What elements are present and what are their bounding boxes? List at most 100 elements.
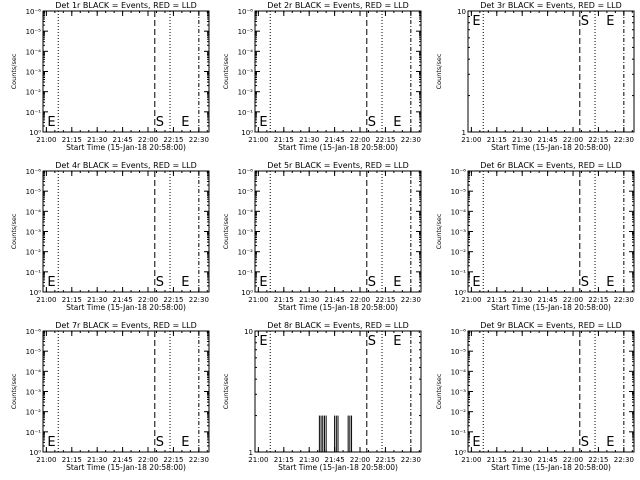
y-tick-label: 10⁻⁴ bbox=[238, 48, 254, 56]
event-marker-e: E bbox=[47, 115, 55, 130]
y-tick-label: 10⁰ bbox=[29, 289, 41, 297]
x-tick-label: 22:00 bbox=[350, 136, 370, 144]
event-marker-s: S bbox=[156, 115, 164, 130]
event-marker-s: S bbox=[581, 275, 589, 290]
x-axis-label: Start Time (15-Jan-18 20:58:00) bbox=[278, 143, 398, 152]
y-tick-label: 10⁻² bbox=[26, 89, 42, 97]
y-tick-label: 10⁻² bbox=[238, 249, 254, 257]
x-axis-label: Start Time (15-Jan-18 20:58:00) bbox=[491, 463, 611, 472]
x-tick-label: 22:30 bbox=[614, 136, 634, 144]
x-tick-label: 21:15 bbox=[487, 296, 507, 304]
x-axis-label: Start Time (15-Jan-18 20:58:00) bbox=[278, 463, 398, 472]
x-tick-label: 21:30 bbox=[512, 456, 532, 464]
y-tick-label: 10⁻⁵ bbox=[26, 348, 42, 356]
x-tick-label: 22:00 bbox=[138, 136, 158, 144]
chart-panel-9: Det 9r BLACK = Events, RED = LLD 10⁰ 10⁻¹ 1… bbox=[435, 321, 635, 472]
plot-frame bbox=[42, 170, 210, 293]
y-tick-label: 10 bbox=[457, 8, 466, 16]
chart-panel-1: Det 1r BLACK = Events, RED = LLD 10⁰ 10⁻¹ 1… bbox=[10, 1, 210, 152]
x-tick-label: 22:00 bbox=[350, 296, 370, 304]
x-tick-label: 21:15 bbox=[62, 136, 82, 144]
x-axis-label: Start Time (15-Jan-18 20:58:00) bbox=[66, 463, 186, 472]
x-tick-label: 22:30 bbox=[614, 296, 634, 304]
y-axis-label: Counts/sec bbox=[435, 213, 443, 249]
x-axis-label: Start Time (15-Jan-18 20:58:00) bbox=[66, 143, 186, 152]
y-tick-label: 10⁻² bbox=[26, 409, 42, 417]
event-marker-s: S bbox=[156, 275, 164, 290]
event-marker-s: S bbox=[581, 14, 589, 29]
y-tick-label: 10⁻⁶ bbox=[26, 328, 42, 336]
event-marker-s: S bbox=[368, 115, 376, 130]
y-tick-label: 10⁻⁵ bbox=[238, 188, 254, 196]
y-tick-label: 10⁻³ bbox=[26, 389, 42, 397]
chart-panel-7: Det 7r BLACK = Events, RED = LLD 10⁰ 10⁻¹ 1… bbox=[10, 321, 210, 472]
y-axis-label: Counts/sec bbox=[435, 53, 443, 89]
chart-title: Det 6r BLACK = Events, RED = LLD bbox=[480, 161, 622, 170]
event-marker-e: E bbox=[393, 334, 401, 349]
y-tick-label: 10 bbox=[244, 328, 253, 336]
x-axis-label: Start Time (15-Jan-18 20:58:00) bbox=[491, 143, 611, 152]
x-tick-label: 21:15 bbox=[62, 456, 82, 464]
y-tick-label: 10⁻¹ bbox=[26, 429, 42, 437]
x-axis-label: Start Time (15-Jan-18 20:58:00) bbox=[278, 303, 398, 312]
y-tick-label: 10⁻⁴ bbox=[26, 208, 42, 216]
event-marker-e: E bbox=[472, 14, 480, 29]
x-tick-label: 21:00 bbox=[461, 456, 481, 464]
x-tick-label: 21:45 bbox=[325, 136, 345, 144]
x-tick-label: 21:00 bbox=[36, 456, 56, 464]
x-tick-label: 22:30 bbox=[614, 456, 634, 464]
event-marker-e: E bbox=[181, 435, 189, 450]
x-tick-label: 21:15 bbox=[487, 456, 507, 464]
y-tick-label: 1 bbox=[462, 129, 466, 137]
y-tick-label: 10⁻⁴ bbox=[451, 368, 467, 376]
x-tick-label: 22:15 bbox=[163, 136, 183, 144]
x-tick-label: 21:45 bbox=[113, 136, 133, 144]
event-marker-e: E bbox=[606, 435, 614, 450]
plot-frame bbox=[42, 330, 210, 453]
chart-panel-4: Det 4r BLACK = Events, RED = LLD 10⁰ 10⁻¹ 1… bbox=[10, 161, 210, 312]
y-tick-label: 10⁰ bbox=[29, 449, 41, 457]
y-tick-label: 10⁻⁵ bbox=[451, 188, 467, 196]
x-tick-label: 22:15 bbox=[375, 296, 395, 304]
x-tick-label: 22:00 bbox=[563, 296, 583, 304]
chart-title: Det 1r BLACK = Events, RED = LLD bbox=[55, 1, 197, 10]
x-tick-label: 21:45 bbox=[538, 296, 558, 304]
plot-frame bbox=[467, 170, 635, 293]
x-tick-label: 22:15 bbox=[588, 456, 608, 464]
y-axis-label: Counts/sec bbox=[435, 373, 443, 409]
event-marker-e: E bbox=[393, 275, 401, 290]
x-tick-label: 21:00 bbox=[36, 136, 56, 144]
x-tick-label: 22:00 bbox=[350, 456, 370, 464]
x-tick-label: 22:15 bbox=[163, 456, 183, 464]
y-tick-label: 10⁻¹ bbox=[238, 269, 254, 277]
event-marker-e: E bbox=[47, 275, 55, 290]
y-tick-label: 10⁻⁵ bbox=[26, 188, 42, 196]
chart-title: Det 7r BLACK = Events, RED = LLD bbox=[55, 321, 197, 330]
y-tick-label: 10⁻¹ bbox=[451, 429, 467, 437]
y-tick-label: 10⁰ bbox=[454, 289, 466, 297]
x-tick-label: 21:30 bbox=[87, 296, 107, 304]
x-tick-label: 21:30 bbox=[299, 456, 319, 464]
x-tick-label: 21:00 bbox=[248, 456, 268, 464]
x-tick-label: 22:30 bbox=[401, 296, 421, 304]
y-axis-label: Counts/sec bbox=[10, 213, 18, 249]
y-tick-label: 10⁻² bbox=[238, 89, 254, 97]
chart-title: Det 2r BLACK = Events, RED = LLD bbox=[267, 1, 409, 10]
y-tick-label: 10⁰ bbox=[241, 129, 253, 137]
x-tick-label: 21:00 bbox=[248, 296, 268, 304]
y-tick-label: 1 bbox=[249, 449, 253, 457]
x-tick-label: 21:30 bbox=[512, 296, 532, 304]
x-tick-label: 21:15 bbox=[274, 296, 294, 304]
x-tick-label: 22:15 bbox=[375, 456, 395, 464]
x-tick-label: 22:00 bbox=[563, 136, 583, 144]
x-tick-label: 22:30 bbox=[189, 136, 209, 144]
x-tick-label: 21:45 bbox=[538, 136, 558, 144]
event-marker-s: S bbox=[156, 435, 164, 450]
y-tick-label: 10⁻² bbox=[451, 409, 467, 417]
plot-frame bbox=[467, 10, 635, 133]
x-tick-label: 21:15 bbox=[274, 456, 294, 464]
x-axis-label: Start Time (15-Jan-18 20:58:00) bbox=[66, 303, 186, 312]
y-tick-label: 10⁻⁵ bbox=[451, 348, 467, 356]
x-tick-label: 21:00 bbox=[461, 296, 481, 304]
x-tick-label: 22:15 bbox=[588, 296, 608, 304]
